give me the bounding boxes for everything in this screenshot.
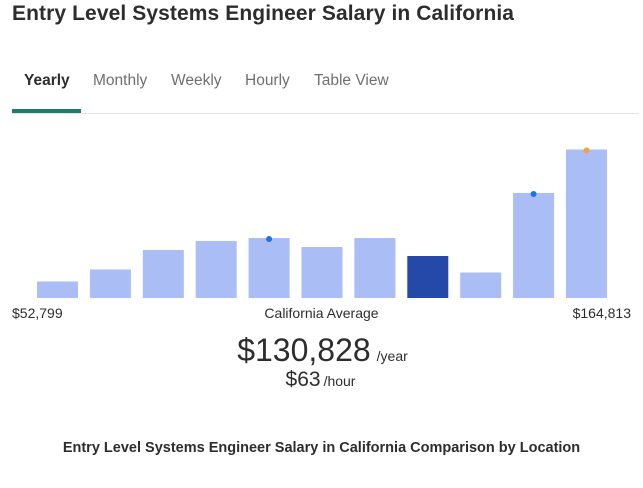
histogram-bar[interactable] [195, 241, 237, 298]
histogram-bar[interactable] [37, 281, 78, 299]
hourly-wage-value: $63 [285, 368, 321, 391]
tab-hourly[interactable]: Hourly [245, 72, 290, 89]
average-hourly-wage: $63/hour [0, 368, 643, 392]
annual-salary-value: $130,828 [237, 332, 371, 368]
salary-distribution-chart [0, 120, 643, 302]
average-annual-salary: $130,828/year [0, 332, 643, 369]
active-tab-indicator [12, 109, 81, 113]
histogram-bar[interactable] [301, 247, 343, 298]
tab-weekly[interactable]: Weekly [171, 72, 222, 89]
range-min-label: $52,799 [12, 305, 63, 321]
tab-monthly[interactable]: Monthly [93, 72, 148, 89]
salary-period-tabs: Yearly Monthly Weekly Hourly Table View [12, 56, 639, 114]
histogram-bar[interactable] [89, 269, 131, 299]
histogram-bar[interactable] [248, 238, 290, 298]
blue-marker-dot [530, 191, 537, 197]
histogram-bar[interactable] [566, 149, 607, 299]
histogram-bar[interactable] [460, 272, 502, 299]
histogram-bar-current[interactable] [407, 256, 449, 298]
location-comparison-heading: Entry Level Systems Engineer Salary in C… [62, 440, 581, 456]
annual-salary-unit: /year [376, 348, 408, 364]
histogram-bar[interactable] [513, 193, 555, 298]
california-average-label: California Average [264, 305, 379, 321]
tab-table-view[interactable]: Table View [314, 72, 389, 89]
histogram-bar[interactable] [354, 238, 396, 298]
histogram-bar[interactable] [142, 250, 184, 298]
orange-marker-dot [583, 147, 590, 154]
range-max-label: $164,813 [572, 305, 631, 321]
salary-histogram [37, 147, 607, 299]
blue-marker-dot [266, 236, 273, 242]
page-title: Entry Level Systems Engineer Salary in C… [12, 2, 515, 25]
range-center-label: California Average [0, 305, 643, 321]
hourly-wage-unit: /hour [323, 373, 356, 389]
tab-yearly[interactable]: Yearly [24, 72, 70, 89]
